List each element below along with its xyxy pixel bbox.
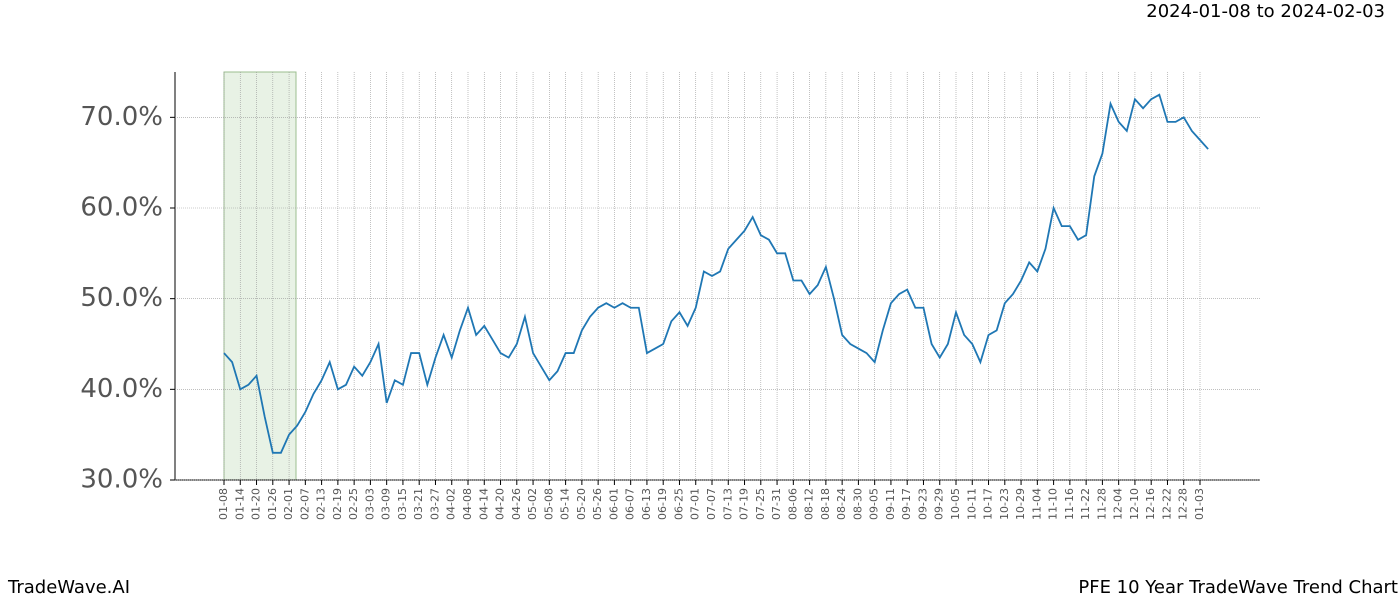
subtitle: 2024-01-08 to 2024-02-03: [1146, 1, 1385, 22]
x-tick-label: 12-16: [1144, 488, 1157, 520]
y-tick-label: 30.0%: [80, 465, 163, 495]
x-tick-label: 10-17: [982, 488, 995, 520]
x-tick-label: 02-07: [298, 488, 311, 520]
x-tick-label: 06-01: [607, 488, 620, 520]
x-tick-label: 01-14: [233, 488, 246, 520]
x-tick-label: 11-04: [1030, 488, 1043, 520]
x-tick-label: 06-19: [656, 488, 669, 520]
x-tick-label: 07-31: [770, 488, 783, 520]
x-tick-label: 05-26: [591, 488, 604, 520]
x-tick-label: 11-10: [1047, 488, 1060, 520]
x-tick-label: 10-05: [949, 488, 962, 520]
x-tick-label: 02-01: [282, 488, 295, 520]
x-tick-label: 08-24: [835, 488, 848, 520]
x-tick-label: 11-28: [1095, 488, 1108, 520]
x-tick-label: 05-08: [542, 488, 555, 520]
x-tick-label: 07-01: [689, 488, 702, 520]
x-tick-label: 03-09: [380, 488, 393, 520]
x-tick-label: 01-26: [266, 488, 279, 520]
x-tick-label: 07-25: [754, 488, 767, 520]
x-tick-label: 11-16: [1063, 488, 1076, 520]
x-tick-label: 10-23: [998, 488, 1011, 520]
x-tick-label: 08-18: [819, 488, 832, 520]
data-line: [223, 93, 1209, 454]
x-tick-label: 06-13: [640, 488, 653, 520]
x-tick-label: 02-19: [331, 488, 344, 520]
x-tick-label: 09-23: [916, 488, 929, 520]
x-tick-label: 04-08: [461, 488, 474, 520]
x-tick-label: 09-11: [884, 488, 897, 520]
x-tick-label: 08-06: [786, 488, 799, 520]
x-tick-label: 07-13: [721, 488, 734, 520]
x-tick-label: 02-25: [347, 488, 360, 520]
x-tick-label: 09-17: [900, 488, 913, 520]
x-tick-label: 12-22: [1160, 488, 1173, 520]
x-tick-label: 05-14: [559, 488, 572, 520]
x-tick-label: 10-29: [1014, 488, 1027, 520]
footer-left: TradeWave.AI: [7, 577, 130, 598]
x-tick-label: 05-20: [575, 488, 588, 520]
x-tick-label: 01-08: [217, 488, 230, 520]
x-tick-label: 01-20: [250, 488, 263, 520]
x-tick-label: 05-02: [526, 488, 539, 520]
x-tick-label: 09-29: [933, 488, 946, 520]
x-tick-label: 12-04: [1112, 488, 1125, 520]
x-tick-label: 06-07: [624, 488, 637, 520]
highlight-band: [223, 71, 297, 481]
x-tick-label: 03-03: [363, 488, 376, 520]
x-tick-label: 04-02: [445, 488, 458, 520]
x-tick-label: 11-22: [1079, 488, 1092, 520]
x-tick-label: 07-07: [705, 488, 718, 520]
y-tick-label: 70.0%: [80, 102, 163, 132]
x-tick-label: 08-30: [851, 488, 864, 520]
y-tick-label: 60.0%: [80, 193, 163, 223]
x-tick-label: 03-27: [428, 488, 441, 520]
x-tick-label: 04-20: [494, 488, 507, 520]
x-tick-label: 03-15: [396, 488, 409, 520]
x-tick-label: 12-28: [1177, 488, 1190, 520]
x-tick-label: 06-25: [672, 488, 685, 520]
x-tick-label: 12-10: [1128, 488, 1141, 520]
x-tick-label: 01-03: [1193, 488, 1206, 520]
y-tick-label: 40.0%: [80, 374, 163, 404]
x-tick-label: 03-21: [412, 488, 425, 520]
x-tick-label: 09-05: [868, 488, 881, 520]
x-tick-label: 02-13: [315, 488, 328, 520]
x-tick-label: 10-11: [965, 488, 978, 520]
x-tick-label: 07-19: [738, 488, 751, 520]
x-tick-label: 08-12: [803, 488, 816, 520]
x-tick-label: 04-14: [477, 488, 490, 520]
footer-right: PFE 10 Year TradeWave Trend Chart: [1078, 577, 1398, 598]
y-tick-label: 50.0%: [80, 283, 163, 313]
x-tick-label: 04-26: [510, 488, 523, 520]
